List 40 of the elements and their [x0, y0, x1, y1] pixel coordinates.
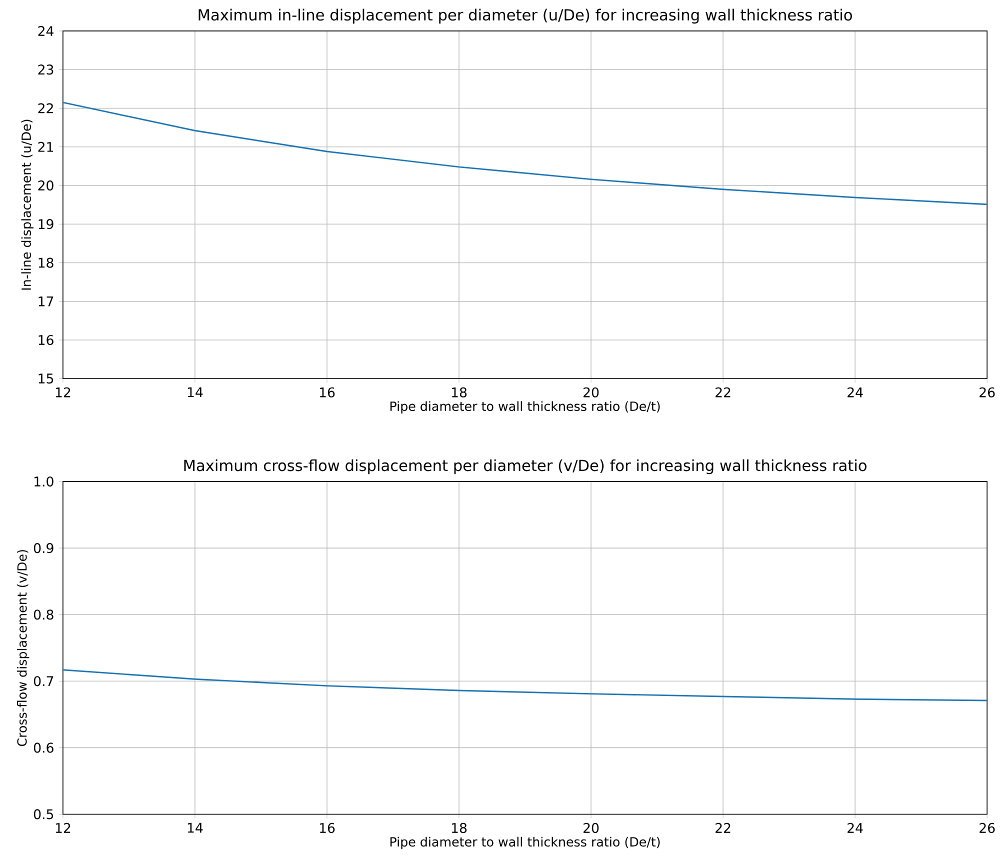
x-axis-title: Pipe diameter to wall thickness ratio (De/t): [390, 836, 660, 849]
x-tick-label: 18: [452, 822, 467, 833]
y-tick-label: 0.7: [34, 676, 54, 686]
x-tick-label: 14: [188, 822, 203, 833]
y-tick-label: 16: [38, 334, 54, 345]
y-tick-label: 1.0: [34, 476, 54, 486]
y-tick-label: 17: [38, 296, 54, 306]
y-tick-label: 24: [38, 26, 54, 36]
y-axis-title: In-line displacement (u/De): [21, 120, 34, 290]
line-series: [62, 102, 988, 206]
x-tick-label: 24: [848, 387, 863, 398]
x-tick-label: 22: [716, 387, 730, 398]
y-tick-label: 18: [38, 258, 54, 268]
y-tick-label: 19: [38, 218, 54, 230]
x-tick-label: 18: [452, 387, 467, 398]
chart-title: Maximum cross-flow displacement per diameter (v/De) for increasing wall thickness ratio: [184, 459, 866, 474]
x-tick-label: 22: [716, 822, 730, 833]
y-tick-label: 0.9: [34, 542, 54, 554]
x-tick-label: 16: [320, 822, 335, 833]
y-axis-title: Cross-flow displacement (v/De): [16, 550, 30, 746]
x-tick-label: 12: [56, 387, 70, 398]
y-tick-label: 0.5: [34, 809, 54, 820]
x-tick-label: 26: [980, 387, 995, 398]
x-tick-label: 12: [56, 822, 70, 833]
x-tick-label: 14: [188, 387, 203, 397]
x-axis-title: Pipe diameter to wall thickness ratio (De/t): [390, 401, 660, 414]
y-tick-label: 23: [38, 64, 54, 75]
line-series: [62, 669, 988, 702]
y-tick-label: 0.6: [34, 742, 54, 753]
x-tick-label: 24: [848, 822, 863, 833]
x-tick-label: 26: [980, 822, 995, 833]
x-tick-label: 20: [584, 387, 599, 398]
y-tick-label: 22: [38, 103, 53, 114]
y-tick-label: 0.8: [34, 609, 54, 620]
chart-title: Maximum in-line displacement per diameter (u/De) for increasing wall thickness ratio: [198, 8, 852, 24]
y-tick-label: 20: [38, 180, 54, 190]
x-tick-label: 20: [584, 822, 599, 833]
x-tick-label: 16: [320, 387, 335, 398]
y-tick-label: 21: [38, 142, 54, 152]
y-tick-label: 15: [38, 374, 54, 384]
